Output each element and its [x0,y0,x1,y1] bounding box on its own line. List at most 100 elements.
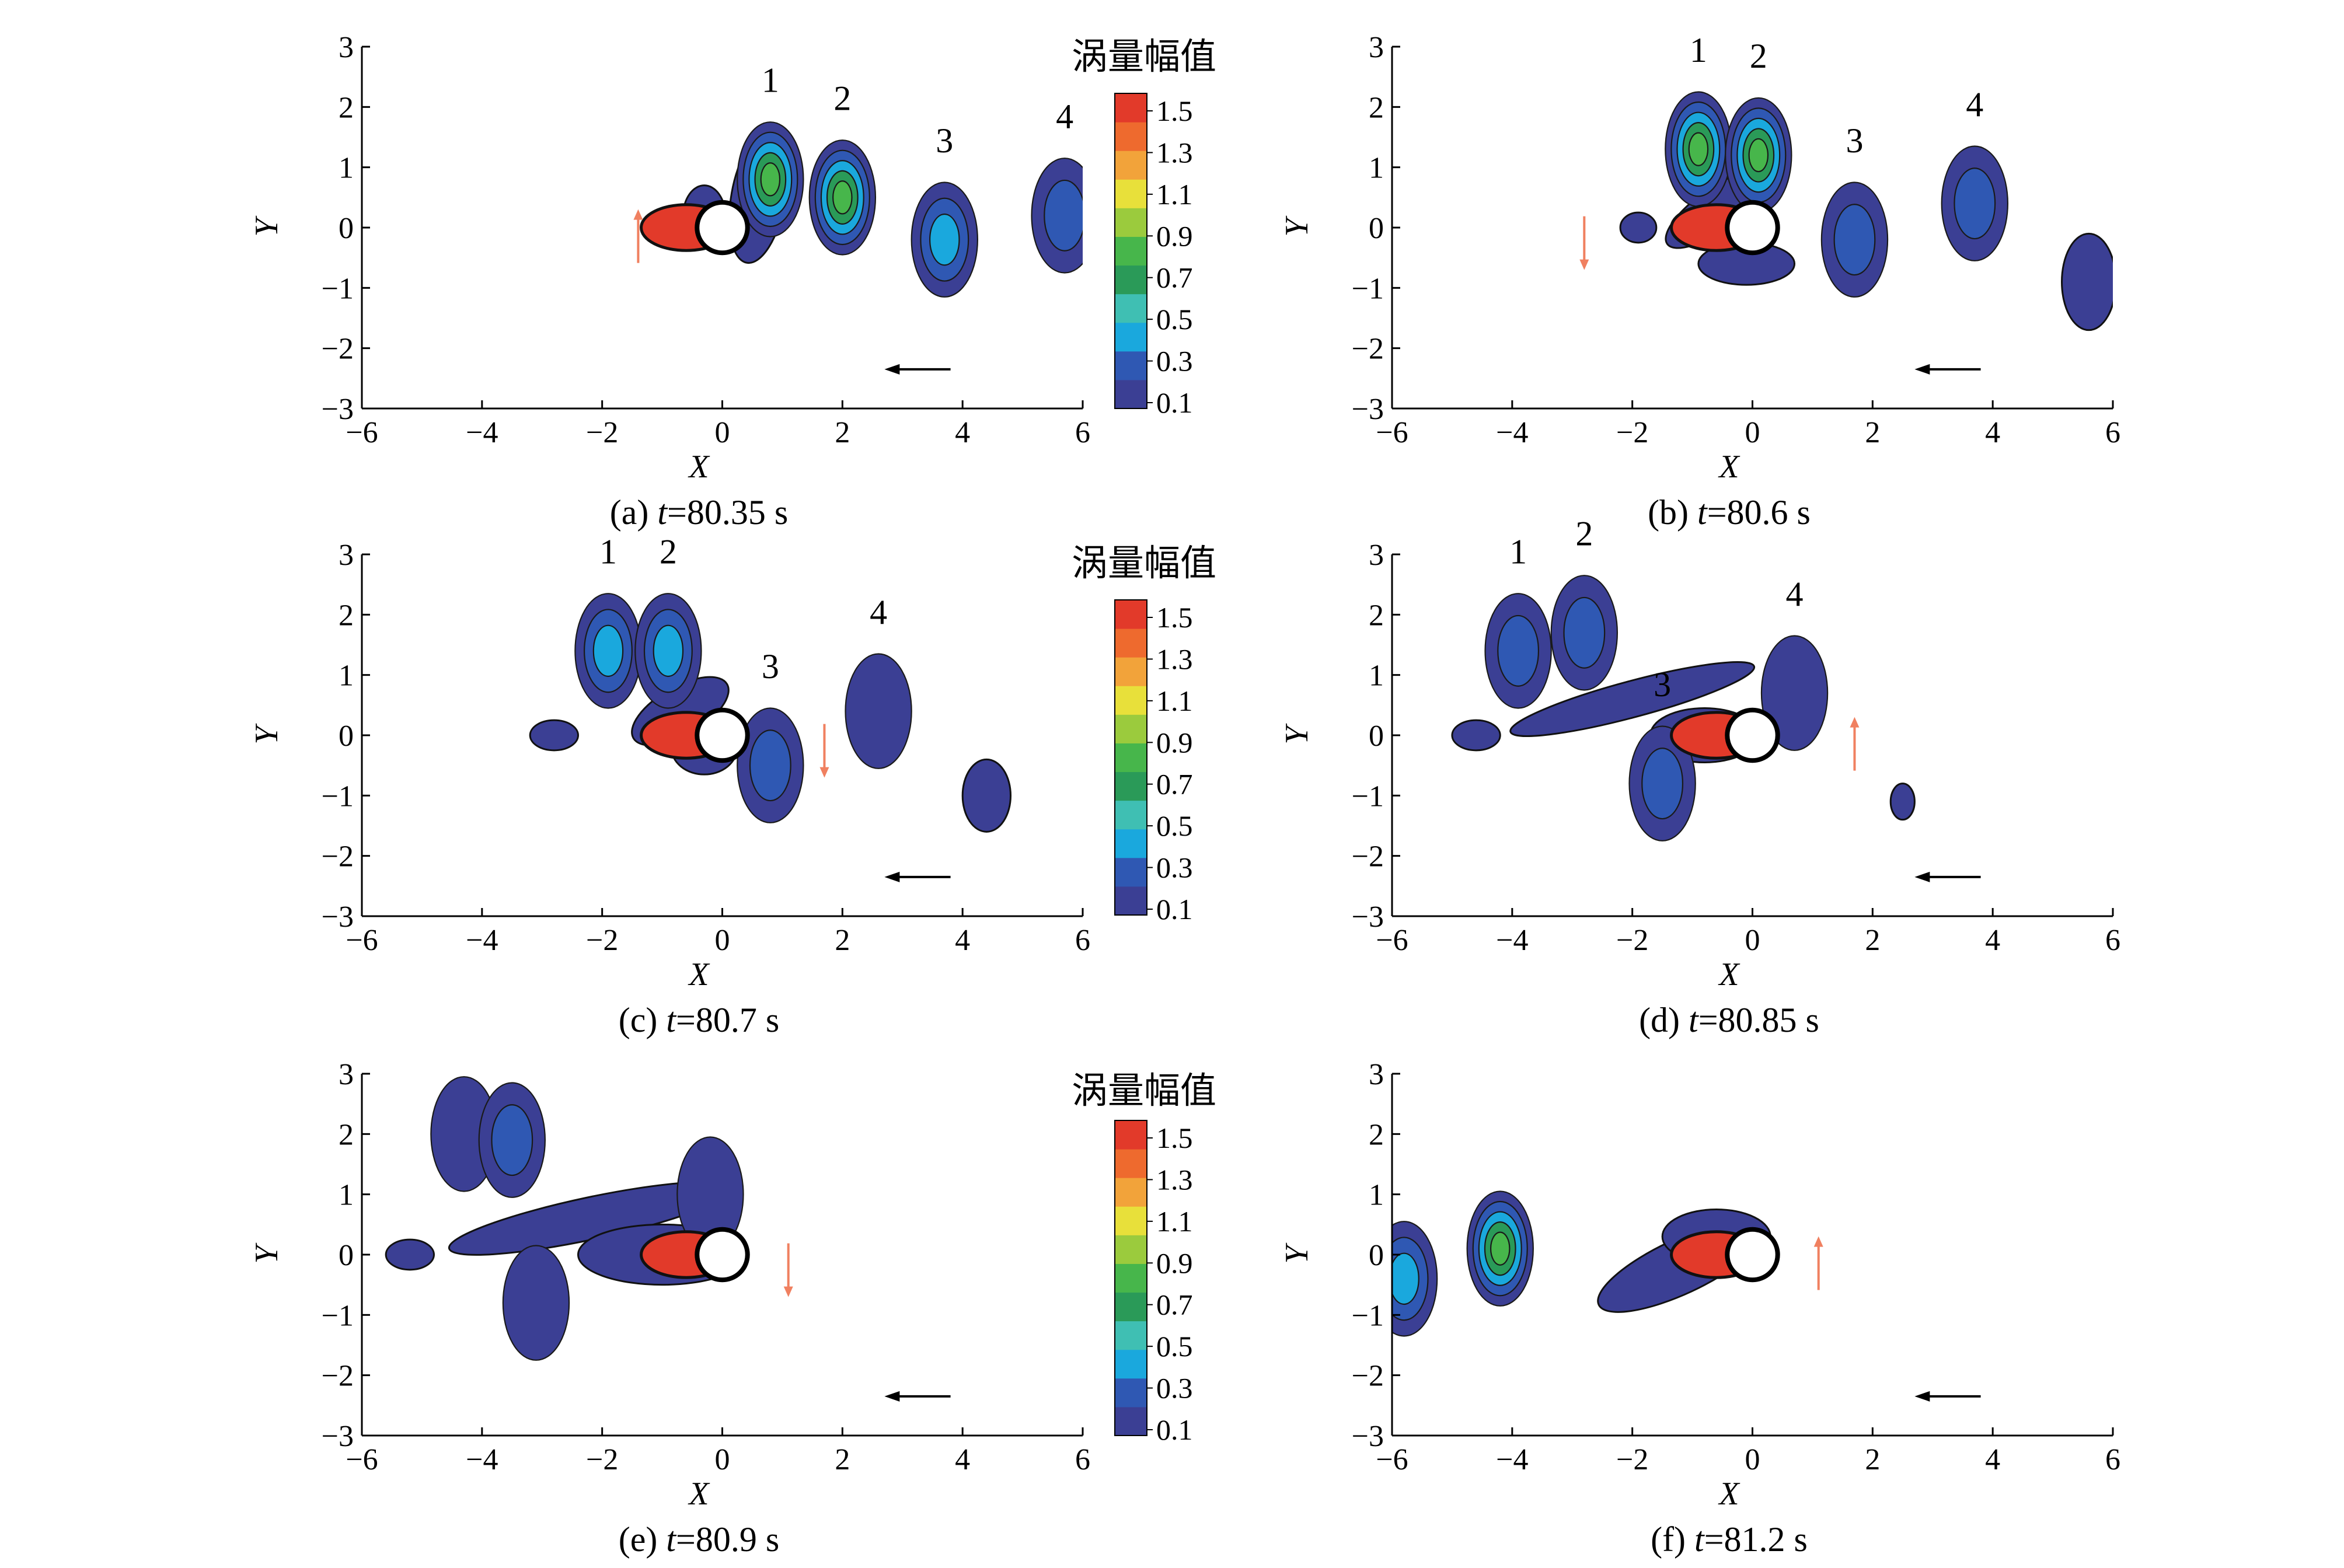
x-tick-label: −6 [346,924,378,957]
colorbar-tick-label: 0.7 [1156,768,1193,801]
x-tick-label: 2 [835,416,850,449]
x-axis-label: X [1718,956,1740,993]
cylinder [695,200,750,256]
x-axis-label: X [1718,449,1740,485]
vortex-4 [845,653,912,769]
x-tick-label: 2 [1865,1443,1880,1476]
contour-field [1392,1190,1780,1337]
x-tick-label: 4 [955,1443,970,1476]
colorbar-tick-label: 0.5 [1156,303,1193,336]
panel-f: −6 −4 −2 0 2 4 6 −3 −2 −1 0 1 2 3 X Y (f) t=81.2 s [1279,1058,2120,1559]
y-tick-label: −3 [322,393,354,426]
x-tick-label: −2 [1616,416,1648,449]
x-tick-label: 0 [1745,924,1760,957]
vortex-3 [911,181,978,298]
y-tick-label: 2 [339,599,354,632]
colorbar-swatch [1115,628,1147,658]
y-tick-label: 3 [339,539,354,572]
x-tick-label: 6 [2105,416,2120,449]
colorbar-tick-label: 1.5 [1156,95,1193,127]
vortex-label: 4 [1966,85,1983,124]
vortex-1 [1665,91,1732,207]
x-tick-label: 4 [955,416,970,449]
flow-direction-arrow [1914,871,1981,882]
y-axis-label: Y [249,1242,285,1264]
vortex-label: 4 [1056,97,1073,136]
y-tick-label: −1 [1352,272,1384,305]
x-axis-label: X [688,1476,710,1512]
colorbar-tick-label: 1.1 [1156,685,1193,717]
y-tick-label: 1 [1369,1179,1384,1212]
x-tick-label: 4 [1985,924,2000,957]
colorbar-swatch [1115,829,1147,858]
x-tick-label: −6 [1376,924,1408,957]
y-tick-label: 0 [339,720,354,753]
vortex-1 [1466,1190,1534,1307]
panel-caption: (a) t=80.35 s [610,493,788,532]
x-tick-label: 6 [1075,1443,1090,1476]
body-motion-arrow [783,1243,793,1297]
colorbar-swatch [1115,1206,1147,1235]
x-tick-label: 4 [1985,1443,2000,1476]
vortex-4 [502,1245,570,1361]
cylinder [1725,707,1780,763]
vortex-label: 1 [599,533,617,571]
x-tick-label: 6 [1075,416,1090,449]
cylinder [1725,1227,1780,1283]
wake-region [1889,783,1916,821]
vortex-label: 2 [1750,37,1767,75]
colorbar-swatch [1115,179,1147,208]
y-tick-label: 0 [1369,720,1384,753]
y-tick-label: 0 [339,212,354,245]
y-tick-label: −3 [322,1420,354,1453]
contour-field [1451,575,1916,841]
panel-caption: (b) t=80.6 s [1648,493,1811,532]
colorbar-swatch [1115,600,1147,629]
contour-field [529,593,1012,833]
y-axis-label: Y [1279,723,1315,745]
x-tick-label: −4 [466,1443,498,1476]
wake-region [1619,211,1658,244]
colorbar-swatch [1115,1349,1147,1379]
x-tick-label: 4 [955,924,970,957]
colorbar-tick-label: 0.1 [1156,386,1193,419]
colorbar-swatch [1115,93,1147,123]
colorbar-tick-label: 0.5 [1156,1330,1193,1363]
vortex-4 [1031,158,1083,274]
panel-a: −6 −4 −2 0 2 4 6 −3 −2 −1 0 1 2 3 X Y (a) t=80.35 s 1 2 3 4 [249,31,1090,532]
panel-caption: (d) t=80.85 s [1639,1001,1819,1039]
panel-c: −6 −4 −2 0 2 4 6 −3 −2 −1 0 1 2 3 X Y (c) t=80.7 s 1 2 3 4 [249,533,1090,1040]
y-tick-label: 1 [339,1179,354,1212]
colorbar-tick-label: 1.3 [1156,136,1193,169]
colorbar-tick-label: 0.3 [1156,1372,1193,1405]
colorbar-tick-label: 1.5 [1156,601,1193,634]
colorbar-swatch [1115,1178,1147,1207]
colorbar-swatch [1115,122,1147,151]
x-tick-label: −4 [1496,924,1528,957]
y-tick-label: −1 [322,272,354,305]
colorbar-tick-label: 1.1 [1156,1205,1193,1238]
panel-d: −6 −4 −2 0 2 4 6 −3 −2 −1 0 1 2 3 X Y (d) t=80.85 s 1 2 3 4 [1279,515,2120,1040]
colorbar-swatch [1115,771,1147,801]
vortex-label: 3 [936,121,953,160]
x-tick-label: −2 [586,924,618,957]
x-tick-label: 2 [835,924,850,957]
vortex-2 [808,139,877,256]
colorbar-frame [1114,93,1147,409]
wake-region [385,1238,435,1271]
vortex-2 [1725,97,1792,214]
x-tick-label: −6 [346,416,378,449]
flow-direction-arrow [1914,1391,1981,1402]
vortex-3 [1628,725,1696,841]
y-tick-label: −1 [1352,1299,1384,1332]
colorbar: 涡量幅值 1.5 1.3 1.1 0.9 0.7 0.5 0.3 0.1 [1072,35,1216,419]
colorbar-tick-label: 0.3 [1156,345,1193,378]
y-tick-label: 0 [339,1239,354,1272]
flow-direction-arrow [884,364,951,375]
y-tick-label: 0 [1369,212,1384,245]
vortex-2 [1392,1221,1438,1337]
colorbar-swatch [1115,265,1147,295]
contour-field [640,121,1083,298]
wake-region [2061,232,2113,331]
